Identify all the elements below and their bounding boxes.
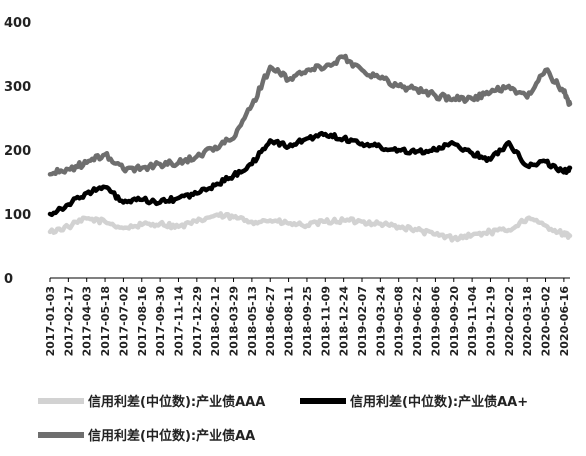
x-tick-label: 2019-11-04: [466, 286, 479, 357]
x-tick-label: 2019-12-19: [484, 286, 497, 356]
x-tick-label: 2018-05-13: [246, 286, 259, 356]
y-tick-label: 0: [4, 272, 13, 287]
series-line-1: [47, 130, 573, 218]
x-tick-label: 2017-02-17: [62, 286, 75, 356]
x-tick-label: 2017-01-03: [44, 286, 57, 356]
x-tick-label: 2018-08-11: [283, 286, 296, 356]
x-tick-label: 2018-06-27: [264, 286, 277, 356]
x-tick-label: 2017-09-30: [154, 286, 167, 357]
x-tick-label: 2020-02-02: [503, 286, 516, 356]
y-axis-ticks: 0 100 200 300 400: [4, 16, 31, 287]
x-tick-label: 2020-06-16: [558, 286, 571, 357]
series-line-0: [47, 211, 573, 243]
x-tick-label: 2020-05-02: [540, 286, 553, 356]
x-tick-label: 2019-08-06: [429, 286, 442, 357]
x-tick-label: 2017-05-18: [99, 286, 112, 356]
y-tick-label: 200: [4, 144, 31, 159]
x-tick-label: 2018-03-29: [228, 286, 241, 356]
x-tick-label: 2018-09-25: [301, 286, 314, 356]
x-tick-label: 2017-08-16: [136, 286, 149, 357]
legend-label-2: 信用利差(中位数):产业债AA: [88, 428, 255, 444]
x-tick-label: 2019-06-22: [411, 286, 424, 356]
x-tick-label: 2018-12-24: [338, 286, 351, 357]
y-tick-label: 100: [4, 208, 31, 223]
x-tick-label: 2018-11-09: [319, 286, 332, 356]
x-tick-label: 2017-07-02: [117, 286, 130, 356]
x-tick-label: 2019-02-07: [356, 286, 369, 356]
x-tick-label: 2018-02-12: [209, 286, 222, 356]
x-tick-label: 2020-03-18: [521, 286, 534, 356]
x-tick-label: 2019-05-08: [393, 286, 406, 356]
y-tick-label: 300: [4, 80, 31, 95]
y-tick-label: 400: [4, 16, 31, 31]
x-tick-label: 2019-09-20: [448, 286, 461, 357]
x-tick-label: 2017-04-03: [81, 286, 94, 356]
x-tick-label: 2017-12-29: [191, 286, 204, 356]
series-lines: [47, 53, 573, 243]
x-tick-label: 2019-03-24: [374, 286, 387, 357]
series-line-2: [47, 53, 573, 177]
legend-label-0: 信用利差(中位数):产业债AAA: [88, 394, 265, 410]
legend-label-1: 信用利差(中位数):产业债AA+: [350, 394, 528, 410]
x-axis-ticks: 2017-01-03 2017-02-17 2017-04-03 2017-05-18…: [44, 278, 571, 356]
x-tick-label: 2017-11-14: [172, 286, 185, 357]
legend: 信用利差(中位数):产业债AAA 信用利差(中位数):产业债AA+ 信用利差(中位数…: [38, 394, 528, 444]
